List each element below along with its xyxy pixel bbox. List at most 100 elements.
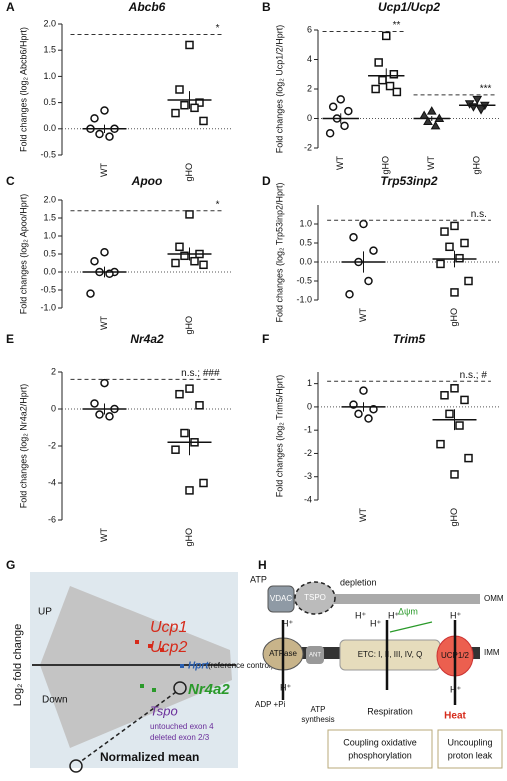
y-axis-label: Fold changes (log₂ Trp53inp2/Hprt) [274,182,284,322]
point [95,410,104,419]
y-tick-label: -1 [304,425,312,435]
y-tick-label: 2.0 [43,18,56,28]
point [392,87,402,97]
point [100,106,109,115]
membrane-potential: Δψm [398,606,418,616]
y-tick-label: 4 [307,54,312,64]
point [364,276,373,286]
y-tick-label: 0.0 [299,256,312,266]
point [199,478,208,488]
y-axis-label: Fold changes (log₂ Abcb6/Hprt) [18,27,28,152]
point [430,120,441,130]
gene-label: Tspo [150,703,178,718]
y-axis-label: Log₂ fold change [12,624,24,707]
tspo-marker [173,681,187,695]
point [455,421,464,430]
point [180,100,189,110]
x-tick-label: WT [335,156,345,170]
y-tick-label: 1 [307,378,312,388]
y-tick-label: 2 [51,366,56,376]
x-tick-label: WT [426,156,436,170]
point [86,289,95,298]
membrane-label: IMM [484,648,500,657]
panel-h: H OMM IMM ATP VDAC TSPO depletion H⁺ H⁺ … [250,558,504,769]
point [426,106,437,115]
point [90,256,99,266]
point [359,219,368,229]
panel-title: Apoo [131,174,163,188]
point [436,259,445,269]
point [180,251,189,261]
point [464,453,473,463]
outer-membrane [290,594,480,604]
point [349,233,358,242]
x-tick-label: WT [358,308,368,322]
x-tick-label: gHO [184,163,194,182]
y-tick-label: -0.5 [40,284,56,294]
panel-letter: F [262,332,269,346]
box-label: phosphorylation [348,750,412,760]
highlight-points [135,640,184,692]
y-tick-label: -3 [304,471,312,481]
point [171,445,180,454]
y-tick-label: 0.5 [43,97,56,107]
gene-note: untouched exon 4 [150,722,214,731]
y-tick-label: 6 [307,24,312,34]
ant-label: ANT [309,653,321,659]
point [464,276,473,286]
atp-synthesis: synthesis [301,715,334,724]
membrane-label: OMM [484,594,504,603]
y-axis-label: Fold changes (log₂ Apoo/Hprt) [18,194,28,315]
point [374,58,383,67]
y-tick-label: -1.0 [40,302,56,312]
atp-synthesis: ATP [311,705,326,714]
gene-note: deleted exon 2/3 [150,733,210,742]
point [195,98,204,107]
y-tick-label: -0.5 [296,275,312,285]
point [100,378,109,388]
x-tick-label: gHO [472,156,482,175]
point [385,81,395,91]
y-axis-label: Fold changes (log₂ Ucp1/2/Hprt) [274,25,284,154]
point [445,242,454,252]
point [389,70,399,79]
y-tick-label: 1.0 [43,71,56,81]
y-tick-label: 0 [307,113,312,123]
y-axis-label: Fold changes (log₂ Trim5/Hprt) [274,375,284,498]
significance-label: * [216,23,220,34]
y-tick-label: -4 [304,494,312,504]
x-tick-label: gHO [184,528,194,547]
y-tick-label: 0.5 [299,237,312,247]
point [382,31,391,41]
connector [79,691,177,763]
point [100,247,109,257]
point [199,116,208,126]
proton: H⁺ [370,618,381,628]
vdac-label: VDAC [270,594,292,603]
panel-letter: G [6,558,15,572]
vdac [267,585,295,613]
point [455,253,464,263]
box [437,729,503,769]
panel-title: Trim5 [393,332,426,346]
point [364,414,373,423]
y-tick-label: -2 [304,448,312,458]
point [325,129,335,138]
point [476,106,486,115]
y-tick-label: -0.5 [40,149,56,159]
point [199,260,208,270]
x-tick-label: gHO [381,156,391,175]
y-tick-label: -2 [304,142,312,152]
point [105,412,114,421]
x-tick-label: gHO [449,308,459,327]
point [90,114,99,123]
point [460,395,469,405]
box-label: Uncoupling [447,737,492,747]
panel-title: Abcb6 [128,0,166,14]
point [185,384,194,393]
panel-letter: E [6,332,14,346]
gene-label: Ucp1 [150,619,187,636]
depletion-label: depletion [340,577,377,587]
significance-label: n.s.; # [460,370,488,381]
point [460,238,469,248]
